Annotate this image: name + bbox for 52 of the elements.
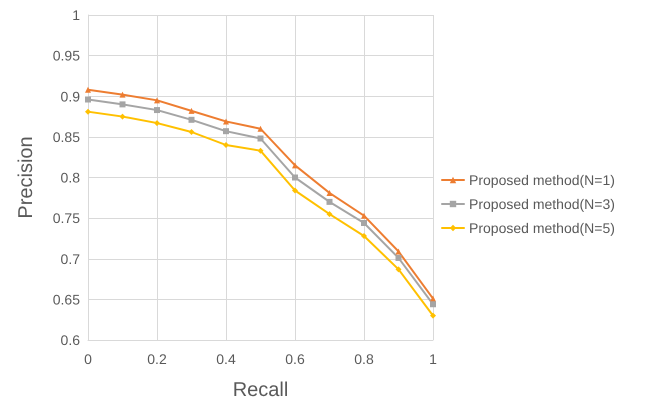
y-tick-label: 1 bbox=[72, 7, 80, 23]
y-tick-label: 0.9 bbox=[60, 88, 80, 104]
point bbox=[188, 116, 194, 123]
point bbox=[396, 266, 402, 272]
point bbox=[326, 211, 332, 218]
y-tick-label: 0.95 bbox=[52, 48, 80, 64]
point bbox=[223, 128, 229, 134]
y-tick-label: 0.7 bbox=[60, 250, 80, 267]
y-tick-label: 0.8 bbox=[60, 170, 80, 186]
point bbox=[154, 120, 160, 126]
x-tick-label: 1 bbox=[429, 351, 438, 367]
x-tick-label: 0.8 bbox=[354, 351, 374, 367]
point bbox=[223, 142, 229, 148]
point bbox=[188, 108, 194, 114]
point bbox=[120, 101, 126, 108]
point bbox=[430, 312, 436, 319]
y-tick-label: 0.6 bbox=[60, 332, 80, 348]
point bbox=[258, 136, 264, 142]
legend-label: Proposed method(N=1) bbox=[469, 172, 615, 188]
legend-label: Proposed method(N=3) bbox=[469, 196, 615, 212]
y-tick-label: 0.65 bbox=[52, 291, 80, 308]
point bbox=[292, 162, 298, 168]
point bbox=[292, 174, 298, 180]
point bbox=[258, 126, 264, 132]
point bbox=[430, 296, 436, 302]
point bbox=[361, 233, 367, 239]
point bbox=[361, 220, 367, 226]
point bbox=[258, 148, 264, 154]
point bbox=[188, 129, 194, 135]
point bbox=[396, 248, 402, 254]
point bbox=[85, 86, 91, 93]
x-tick-label: 0.6 bbox=[285, 351, 305, 367]
point bbox=[223, 118, 229, 124]
point bbox=[292, 188, 298, 194]
point bbox=[154, 107, 160, 114]
point bbox=[396, 254, 402, 261]
x-tick-label: 0.4 bbox=[216, 351, 236, 367]
y-tick-label: 0.75 bbox=[52, 210, 80, 226]
x-tick-label: 0.2 bbox=[147, 351, 167, 367]
y-axis-title: Precision bbox=[15, 136, 37, 219]
point bbox=[85, 108, 91, 115]
point bbox=[326, 198, 332, 205]
point bbox=[154, 97, 160, 104]
point bbox=[326, 190, 332, 196]
x-axis-title: Recall bbox=[232, 379, 288, 401]
x-tick-label: 0 bbox=[84, 351, 92, 367]
point bbox=[430, 301, 436, 308]
point bbox=[120, 114, 126, 120]
legend-label: Proposed method(N=5) bbox=[469, 220, 615, 236]
point bbox=[120, 92, 126, 98]
y-tick-label: 0.85 bbox=[52, 128, 80, 145]
point bbox=[85, 96, 91, 102]
